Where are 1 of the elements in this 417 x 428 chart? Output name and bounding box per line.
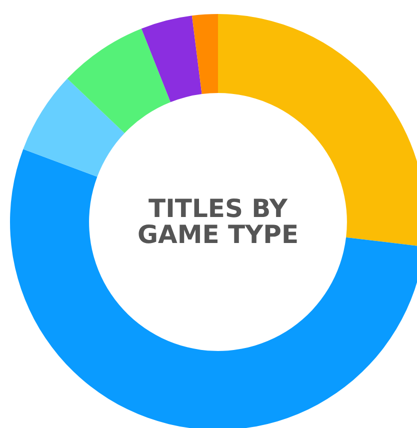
- text: TITLES BY GAME TYPE: [136, 194, 300, 249]
